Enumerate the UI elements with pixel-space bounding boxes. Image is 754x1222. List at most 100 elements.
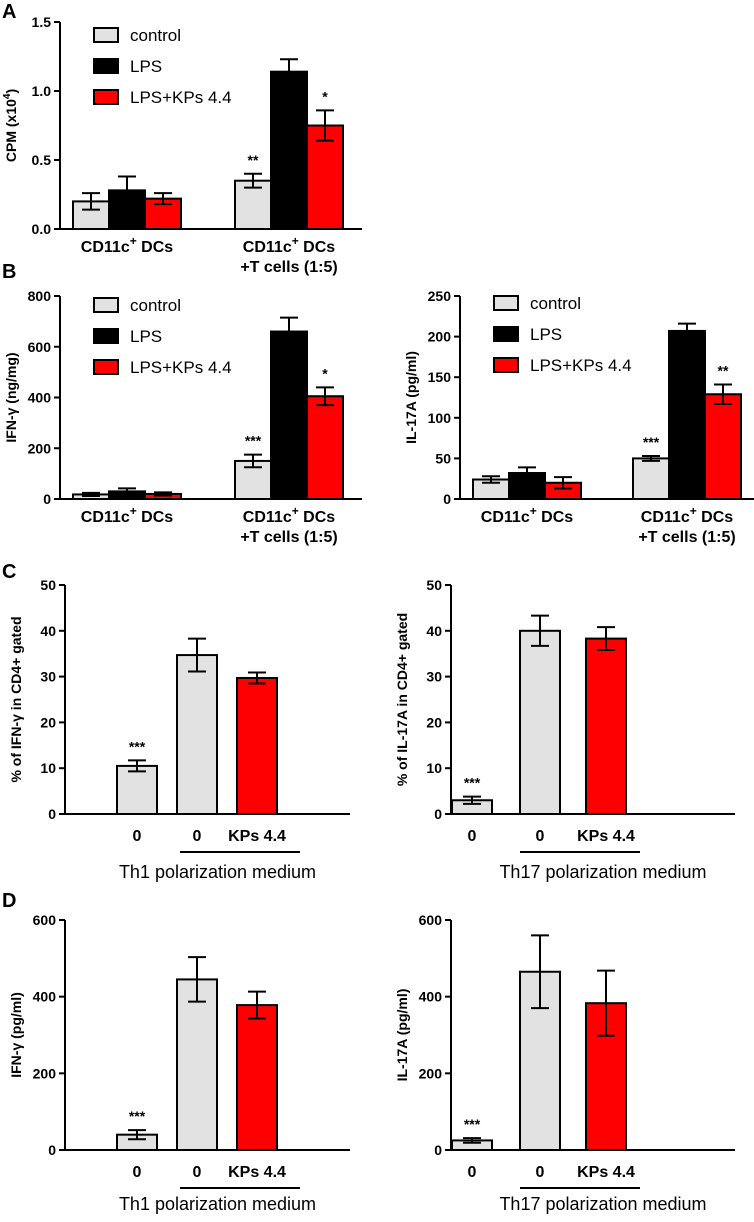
x-tick-label: 0 (133, 828, 142, 845)
x-tick-label-sup: + (530, 504, 537, 518)
bracket-label: Th17 polarization medium (499, 862, 706, 882)
bar (306, 124, 344, 230)
y-tick-label: 200 (419, 1065, 443, 1081)
significance-label: * (322, 365, 328, 381)
x-tick-label: KPs 4.4 (228, 828, 286, 845)
y-axis-label: IL-17A (pg/ml) (403, 351, 419, 444)
legend-label: control (530, 294, 581, 313)
y-tick-label: 600 (419, 912, 443, 928)
bar (108, 490, 146, 501)
x-tick-label-sup: + (130, 504, 137, 518)
bar (519, 629, 561, 815)
legend-label: control (130, 296, 181, 315)
y-tick-label: 0.5 (32, 152, 52, 168)
y-tick-label: 200 (428, 329, 452, 345)
y-axis-label: IL-17A (pg/ml) (394, 989, 410, 1082)
legend-swatch (93, 89, 119, 105)
x-tick-label-end: DCs (697, 509, 734, 526)
bar (116, 764, 158, 815)
y-axis-label-main: % of IL-17A in CD4+ gated (394, 613, 410, 786)
bar (108, 189, 146, 230)
x-tick-label: CD11c+ DCs (81, 504, 173, 526)
bar (632, 457, 670, 500)
bar (270, 330, 308, 500)
x-tick-label: CD11c+ DCs (81, 234, 173, 256)
bar (236, 676, 278, 815)
x-tick-label-line2: +T cells (1:5) (638, 529, 735, 546)
x-tick-label-sup: + (130, 234, 137, 248)
chart-d-il17a: 0 200 400 600 IL-17A (pg/ml) *** 0 0 KPs 4.4 Th17… (394, 912, 735, 1214)
legend-swatch (93, 297, 119, 313)
y-tick-label: 400 (28, 390, 52, 406)
y-tick-label: 100 (428, 410, 452, 426)
legend-label: LPS (130, 327, 162, 346)
x-tick-label: KPs 4.4 (577, 828, 635, 845)
y-axis-label-end: ) (3, 89, 19, 94)
x-tick-label-main: CD11c (243, 239, 292, 256)
y-tick-label: 0 (434, 806, 442, 822)
x-tick-label: 0 (536, 1164, 545, 1181)
x-tick-label: 0 (193, 1164, 202, 1181)
bracket-label: Th1 polarization medium (119, 862, 316, 882)
y-tick-label: 0 (434, 1142, 442, 1158)
y-tick-label: 40 (40, 623, 56, 639)
y-axis-label-main: IFN-γ (ng/mg) (3, 352, 19, 442)
significance-label: *** (464, 775, 481, 791)
y-tick-label: 600 (28, 339, 52, 355)
x-tick-label: 0 (193, 828, 202, 845)
y-tick-label: 50 (435, 450, 451, 466)
x-tick-label: CD11c+ DCs (481, 504, 573, 526)
legend-swatch (493, 295, 519, 311)
significance-label: ** (718, 363, 729, 379)
y-axis-label: IFN-γ (ng/mg) (3, 352, 19, 442)
y-tick-label: 0 (43, 491, 51, 507)
bar (270, 70, 308, 231)
chart-c-ifn-gamma-percent: 0 10 20 30 40 50 % of IFN-γ in CD4+ gated *** 0 0… (8, 577, 350, 882)
x-tick-label-line2: +T cells (1:5) (240, 259, 337, 276)
y-tick-label: 150 (428, 369, 452, 385)
significance-label: *** (129, 1108, 146, 1124)
bracket-label: Th1 polarization medium (119, 1194, 316, 1214)
y-tick-label: 50 (40, 577, 56, 593)
y-tick-label: 0 (48, 806, 56, 822)
y-tick-label: 20 (40, 714, 56, 730)
x-tick-label-end: DCs (537, 509, 574, 526)
significance-label: *** (245, 433, 262, 449)
panel-label-b: B (2, 261, 16, 283)
x-tick-label: CD11c+ DCs (243, 234, 335, 256)
y-axis-label: IFN-γ (pg/ml) (8, 992, 24, 1078)
y-axis-label: % of IL-17A in CD4+ gated (394, 613, 410, 786)
y-axis-label-sup: 4 (2, 93, 13, 99)
x-tick-label: CD11c+ DCs (641, 504, 733, 526)
bracket-label: Th17 polarization medium (499, 1194, 706, 1214)
y-axis-label-main: % of IFN-γ in CD4+ gated (8, 616, 24, 782)
x-tick-label-end: DCs (137, 239, 174, 256)
legend-label: LPS (530, 325, 562, 344)
legend-swatch (93, 27, 119, 43)
x-tick-label-sup: + (690, 504, 697, 518)
y-axis-label: CPM (x104) (2, 89, 19, 162)
y-tick-label: 40 (426, 623, 442, 639)
legend-swatch (93, 328, 119, 344)
y-tick-label: 0.0 (32, 221, 52, 237)
legend-swatch (493, 326, 519, 342)
x-tick-label: 0 (133, 1164, 142, 1181)
y-tick-label: 30 (426, 669, 442, 685)
significance-label: ** (248, 152, 259, 168)
y-tick-label: 800 (28, 288, 52, 304)
bar (704, 393, 742, 501)
bar (306, 395, 344, 501)
x-tick-label: CD11c+ DCs (243, 504, 335, 526)
legend-label: LPS+KPs 4.4 (530, 356, 632, 375)
x-tick-label-sup: + (292, 234, 299, 248)
panel-label-a: A (2, 1, 16, 23)
bar (236, 1004, 278, 1151)
x-tick-label-sup: + (292, 504, 299, 518)
x-tick-label: 0 (536, 828, 545, 845)
y-tick-label: 1.0 (32, 83, 52, 99)
x-tick-label: 0 (468, 828, 477, 845)
y-tick-label: 20 (426, 714, 442, 730)
